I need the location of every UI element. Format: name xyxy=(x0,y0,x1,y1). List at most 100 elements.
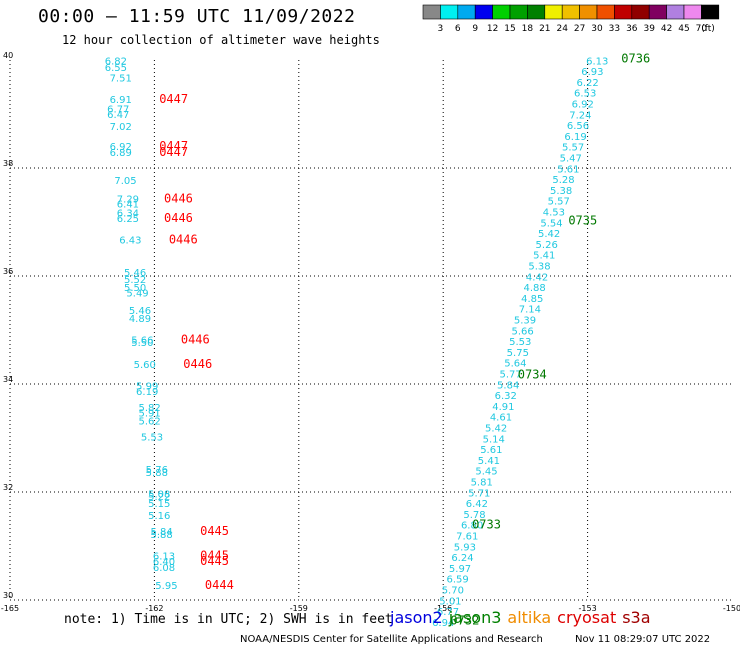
colorbar-label: 45 xyxy=(678,24,689,34)
colorbar-swatch xyxy=(544,4,563,20)
colorbar-label: 30 xyxy=(591,24,603,34)
satellite-legend-item: altika xyxy=(507,608,552,627)
colorbar-swatch xyxy=(666,4,685,20)
wave-height-value: 5.49 xyxy=(126,289,148,300)
wave-height-value: 6.19 xyxy=(136,387,158,398)
colorbar-label: 24 xyxy=(556,24,568,34)
colorbar-label: 33 xyxy=(609,24,620,34)
satellite-legend-item: jason3 xyxy=(448,608,502,627)
pass-time-label: 0447 xyxy=(159,145,188,159)
wave-height-value: 6.55 xyxy=(105,63,127,74)
wave-height-value: 6.77 xyxy=(107,104,129,115)
wave-height-value: 5.53 xyxy=(509,337,531,348)
wave-height-value: 5.14 xyxy=(483,434,505,445)
wave-height-value: 5.57 xyxy=(562,143,584,154)
wave-height-value: 6.92 xyxy=(110,142,132,153)
wave-height-value: 6.43 xyxy=(119,236,141,247)
lon-tick-label: -159 xyxy=(290,604,308,613)
wave-height-value: 5.46 xyxy=(124,268,146,279)
wave-height-value: 5.97 xyxy=(449,564,471,575)
pass-time-label: 0444 xyxy=(205,578,234,592)
wave-height-value: 5.42 xyxy=(485,424,507,435)
colorbar-label: 15 xyxy=(504,24,515,34)
wave-height-value: 5.66 xyxy=(131,336,153,347)
wave-height-value: 6.08 xyxy=(153,563,175,574)
wave-height-value: 5.41 xyxy=(533,251,555,262)
wave-height-value: 5.08 xyxy=(148,489,170,500)
wave-height-value: 4.91 xyxy=(492,402,514,413)
wave-height-value: 6.53 xyxy=(574,89,596,100)
colorbar-label: 12 xyxy=(487,24,498,34)
lon-tick-label: -156 xyxy=(434,604,452,613)
colorbar-swatch xyxy=(561,4,580,20)
colorbar-swatch xyxy=(579,4,598,20)
pass-time-label: 0447 xyxy=(159,92,188,106)
colorbar-label: 39 xyxy=(643,24,655,34)
wave-height-value: 6.42 xyxy=(466,499,488,510)
credit-line: NOAA/NESDIS Center for Satellite Applica… xyxy=(240,634,543,645)
wave-height-value: 5.62 xyxy=(138,417,160,428)
wave-height-value: 5.60 xyxy=(134,360,156,371)
axis-labels: -165 -162 -159 -156 -153 -150 40 38 36 34 32 30 xyxy=(1,51,740,613)
wave-height-value: 5.61 xyxy=(557,164,579,175)
wave-height-value: 5.61 xyxy=(480,445,502,456)
colorbar-swatch xyxy=(596,4,615,20)
pass-time-label: 0445 xyxy=(200,549,229,563)
wave-height-value: 4.53 xyxy=(543,208,565,219)
wave-height-value: 5.01 xyxy=(439,596,461,607)
satellite-legend-item: cryosat xyxy=(557,608,617,627)
wave-height-value: 5.81 xyxy=(471,478,493,489)
wave-height-value: 5.15 xyxy=(148,499,170,510)
wave-height-value: 5.46 xyxy=(129,306,151,317)
wave-height-value: 5.47 xyxy=(560,154,582,165)
wave-height-value: 6.94 xyxy=(432,618,454,629)
pass-time-label: 0735 xyxy=(568,214,597,228)
lon-tick-label: -153 xyxy=(579,604,597,613)
wave-height-value: 4.88 xyxy=(524,283,546,294)
wave-height-value: 5.78 xyxy=(463,510,485,521)
colorbar-label: 36 xyxy=(626,24,638,34)
colorbar-swatch xyxy=(631,4,650,20)
wave-height-value: 5.70 xyxy=(442,586,464,597)
wave-height-value: 6.24 xyxy=(451,553,473,564)
wave-height-value: 7.05 xyxy=(114,176,136,187)
lon-tick-label: -165 xyxy=(1,604,19,613)
wave-height-value: 5.42 xyxy=(538,229,560,240)
colorbar-swatch xyxy=(509,4,528,20)
pass-time-label: 0446 xyxy=(183,357,212,371)
wave-height-value: 5.38 xyxy=(550,186,572,197)
wave-height-value: 4.61 xyxy=(490,413,512,424)
wave-height-value: 5.16 xyxy=(148,511,170,522)
colorbar-swatch xyxy=(683,4,702,20)
wave-height-value: 5.77 xyxy=(499,370,521,381)
satellite-legend-item: jason2 xyxy=(390,608,443,627)
wave-height-value: 6.56 xyxy=(567,121,589,132)
map-frame xyxy=(9,60,732,601)
lat-tick-label: 34 xyxy=(3,375,13,384)
wave-height-value: 4.85 xyxy=(521,294,543,305)
colorbar-unit: (ft) xyxy=(701,24,715,34)
wave-height-value: 7.29 xyxy=(117,195,139,206)
wave-height-value: 5.95 xyxy=(155,581,177,592)
lat-tick-label: 30 xyxy=(3,591,13,600)
wave-height-value: 6.80 xyxy=(461,521,483,532)
colorbar-label: 18 xyxy=(522,24,534,34)
colorbar-swatch xyxy=(614,4,633,20)
wave-height-value: 5.28 xyxy=(552,175,574,186)
wave-height-value: 4.89 xyxy=(129,314,151,325)
wave-height-value: 6.47 xyxy=(107,110,129,121)
wave-height-value: 5.26 xyxy=(536,240,558,251)
wave-height-value: 5.84 xyxy=(150,527,172,538)
colorbar-label: 21 xyxy=(539,24,550,34)
wave-height-value: 6.22 xyxy=(576,78,598,89)
wave-height-value: 6.40 xyxy=(153,557,175,568)
wave-height-value: 5.82 xyxy=(138,403,160,414)
pass-time-label: 0446 xyxy=(164,192,193,206)
lon-tick-label: -150 xyxy=(723,604,740,613)
lat-tick-label: 32 xyxy=(3,483,13,492)
pass-time-label: 0447 xyxy=(159,139,188,153)
wave-height-value: 5.88 xyxy=(146,468,168,479)
wave-height-value: 7.61 xyxy=(456,532,478,543)
